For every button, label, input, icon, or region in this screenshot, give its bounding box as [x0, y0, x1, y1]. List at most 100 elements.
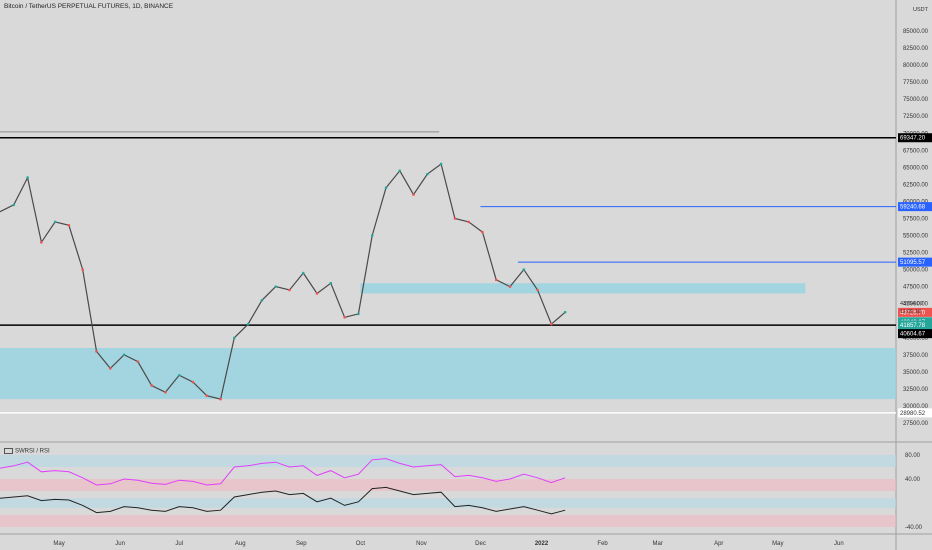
price-point	[439, 162, 443, 166]
rsi-title: SWRSI / RSI	[4, 448, 50, 455]
price-point	[481, 230, 484, 234]
y-tick-label: 80000.00	[903, 63, 929, 69]
rsi-label: SWRSI / RSI	[15, 448, 50, 455]
price-point	[81, 268, 85, 271]
price-point	[288, 288, 291, 292]
price-point	[233, 336, 236, 340]
price-point	[12, 203, 16, 207]
rsi-mid-band	[0, 479, 896, 491]
support-zone-1	[360, 283, 806, 294]
price-label-bg	[898, 257, 932, 267]
price-label-bg	[898, 408, 932, 418]
y-tick-label: 55000.00	[903, 234, 929, 240]
collapse-icon[interactable]	[4, 448, 13, 454]
price-point	[67, 223, 71, 227]
x-tick-label: Jun	[834, 541, 844, 547]
price-point	[315, 292, 319, 295]
rsi-line	[0, 486, 566, 515]
price-point	[536, 288, 539, 292]
price-label: 43725.70	[900, 310, 926, 316]
y-tick-label: 75000.00	[903, 97, 929, 103]
price-point	[508, 285, 512, 288]
price-point	[177, 373, 181, 377]
price-point	[136, 360, 140, 363]
y-tick-label: 65000.00	[903, 165, 929, 171]
y-tick-label: 40000.00	[903, 336, 929, 342]
price-label: 28980.52	[900, 411, 926, 417]
x-tick-label: Sep	[296, 541, 307, 547]
y-tick-label: 35000.00	[903, 370, 929, 376]
x-tick-label: Aug	[235, 541, 246, 547]
x-tick-label: Apr	[714, 541, 723, 547]
price-point	[150, 384, 153, 387]
price-point	[205, 394, 209, 397]
price-label: 51095.57	[900, 260, 926, 266]
rsi-bottom-band	[0, 515, 896, 527]
price-point	[426, 172, 429, 176]
x-tick-label: Feb	[597, 541, 608, 547]
y-tick-label: 77500.00	[903, 80, 929, 86]
price-label-bg	[898, 202, 932, 212]
x-tick-label: May	[53, 541, 64, 547]
price-point	[467, 220, 470, 224]
price-point	[26, 176, 29, 179]
y-tick-label: 67500.00	[903, 148, 929, 154]
x-tick-label: Dec	[475, 541, 486, 547]
price-point	[122, 353, 126, 357]
price-point	[260, 298, 264, 302]
x-tick-label: Oct	[356, 541, 366, 547]
price-point	[53, 220, 57, 224]
last-price-label: 43754.00	[900, 301, 923, 307]
price-point	[95, 350, 98, 353]
x-tick-label: 2022	[535, 541, 549, 547]
price-point	[550, 322, 553, 326]
y-tick-label: 82500.00	[903, 46, 929, 52]
price-point	[494, 278, 498, 282]
price-point	[191, 380, 195, 384]
price-point	[301, 271, 305, 275]
rsi-tick-label: 80.00	[905, 453, 921, 459]
x-tick-label: Jun	[115, 541, 125, 547]
price-point	[522, 268, 526, 271]
price-label: 69347.20	[900, 136, 926, 142]
price-point	[384, 186, 388, 190]
y-tick-label: 47500.00	[903, 285, 929, 291]
price-point	[164, 390, 167, 394]
y-tick-label: 30000.00	[903, 404, 929, 410]
price-label-bg	[898, 320, 932, 330]
price-line	[0, 162, 566, 400]
y-tick-label: 50000.00	[903, 268, 929, 274]
support-zone-0	[0, 347, 896, 400]
y-tick-label: 45000.00	[903, 302, 929, 308]
price-point	[219, 397, 222, 401]
y-tick-label: 85000.00	[903, 29, 929, 35]
y-tick-label: 62500.00	[903, 182, 929, 188]
price-point	[343, 316, 346, 319]
price-label: 59240.68	[900, 205, 926, 211]
price-label-bg	[898, 307, 932, 317]
countdown-label: 11:05:18	[900, 309, 921, 315]
swrsi-line	[0, 458, 566, 486]
y-tick-label: 52500.00	[903, 251, 929, 257]
price-point	[274, 285, 277, 288]
price-point	[563, 310, 567, 314]
chart-title: Bitcoin / TetherUS PERPETUAL FUTURES, 1D…	[4, 3, 174, 10]
y-tick-label: 72500.00	[903, 114, 929, 120]
rsi-tick-label: -40.00	[905, 525, 923, 531]
price-point	[357, 312, 360, 316]
rsi-upper-band	[0, 455, 896, 467]
price-point	[398, 169, 402, 173]
currency-label: USDT	[913, 7, 929, 13]
x-tick-label: Nov	[416, 541, 427, 547]
y-tick-label: 57500.00	[903, 216, 929, 222]
price-point	[108, 367, 112, 370]
price-label: 40604.67	[900, 332, 926, 338]
price-label: 41857.78	[900, 323, 926, 329]
price-point	[412, 193, 415, 196]
y-tick-label: 27500.00	[903, 421, 929, 427]
x-tick-label: Mar	[653, 541, 663, 547]
rsi-tick-label: 40.00	[905, 477, 921, 483]
